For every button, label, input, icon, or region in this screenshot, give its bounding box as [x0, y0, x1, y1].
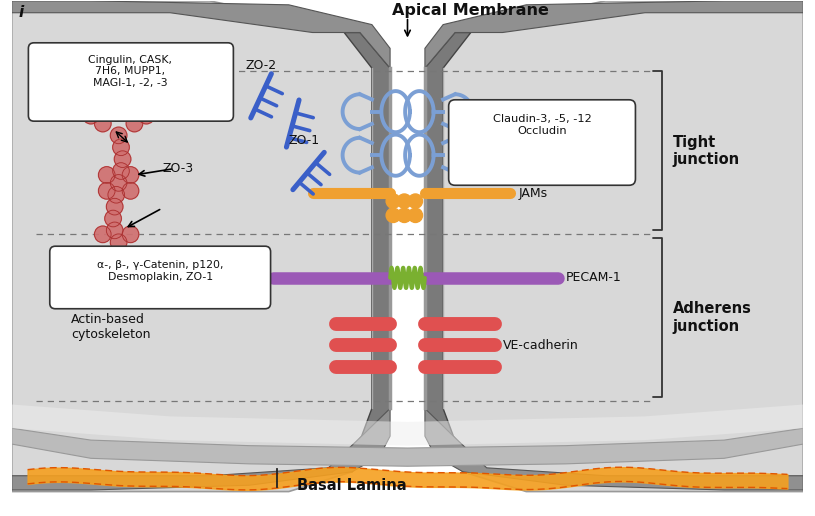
Circle shape	[108, 186, 125, 203]
Text: VE-cadherin: VE-cadherin	[503, 338, 578, 351]
Circle shape	[386, 208, 400, 222]
Circle shape	[106, 222, 123, 239]
Text: Cingulin, CASK,
7H6, MUPP1,
MAGI-1, -2, -3: Cingulin, CASK, 7H6, MUPP1, MAGI-1, -2, …	[89, 55, 173, 88]
FancyBboxPatch shape	[29, 43, 233, 121]
Circle shape	[386, 194, 400, 208]
Circle shape	[408, 208, 422, 222]
Text: Basal Lamina: Basal Lamina	[297, 478, 407, 493]
PathPatch shape	[11, 1, 390, 492]
Circle shape	[110, 127, 127, 144]
Polygon shape	[11, 428, 804, 466]
Polygon shape	[11, 409, 390, 490]
Circle shape	[122, 226, 139, 243]
Circle shape	[110, 174, 127, 191]
Text: Claudin-3, -5, -12
Occludin: Claudin-3, -5, -12 Occludin	[493, 114, 592, 136]
Text: ZO-1: ZO-1	[289, 134, 320, 147]
FancyBboxPatch shape	[50, 246, 271, 309]
Polygon shape	[11, 1, 390, 68]
Circle shape	[408, 194, 422, 208]
Text: PECAM-1: PECAM-1	[566, 271, 622, 284]
Circle shape	[122, 167, 139, 183]
Text: ZO-2: ZO-2	[245, 59, 276, 72]
Text: Tight
junction: Tight junction	[672, 135, 740, 167]
Text: α-, β-, γ-Catenin, p120,
Desmoplakin, ZO-1: α-, β-, γ-Catenin, p120, Desmoplakin, ZO…	[97, 261, 223, 282]
PathPatch shape	[425, 33, 478, 472]
Text: Apical Membrane: Apical Membrane	[392, 3, 549, 18]
Circle shape	[138, 107, 155, 124]
PathPatch shape	[337, 33, 390, 472]
Circle shape	[126, 115, 143, 132]
Circle shape	[110, 234, 127, 251]
Circle shape	[114, 151, 131, 168]
Circle shape	[106, 198, 123, 215]
Polygon shape	[425, 409, 804, 490]
Circle shape	[99, 183, 115, 199]
Polygon shape	[425, 1, 804, 68]
Circle shape	[122, 183, 139, 199]
Circle shape	[82, 107, 99, 124]
Circle shape	[112, 139, 130, 156]
Circle shape	[105, 210, 121, 227]
Text: Actin-based
cytoskeleton: Actin-based cytoskeleton	[71, 314, 151, 342]
Circle shape	[71, 100, 87, 116]
Circle shape	[112, 163, 130, 180]
Circle shape	[148, 103, 164, 120]
Circle shape	[397, 194, 412, 208]
Polygon shape	[11, 405, 804, 446]
Text: JAMs: JAMs	[518, 187, 548, 200]
Text: Adherens
junction: Adherens junction	[672, 301, 751, 334]
Text: i: i	[18, 5, 24, 20]
Circle shape	[95, 115, 111, 132]
FancyBboxPatch shape	[448, 100, 636, 185]
Text: ZO-3: ZO-3	[162, 162, 193, 175]
Circle shape	[95, 226, 111, 243]
Circle shape	[397, 208, 412, 222]
Circle shape	[99, 167, 115, 183]
PathPatch shape	[425, 1, 804, 492]
